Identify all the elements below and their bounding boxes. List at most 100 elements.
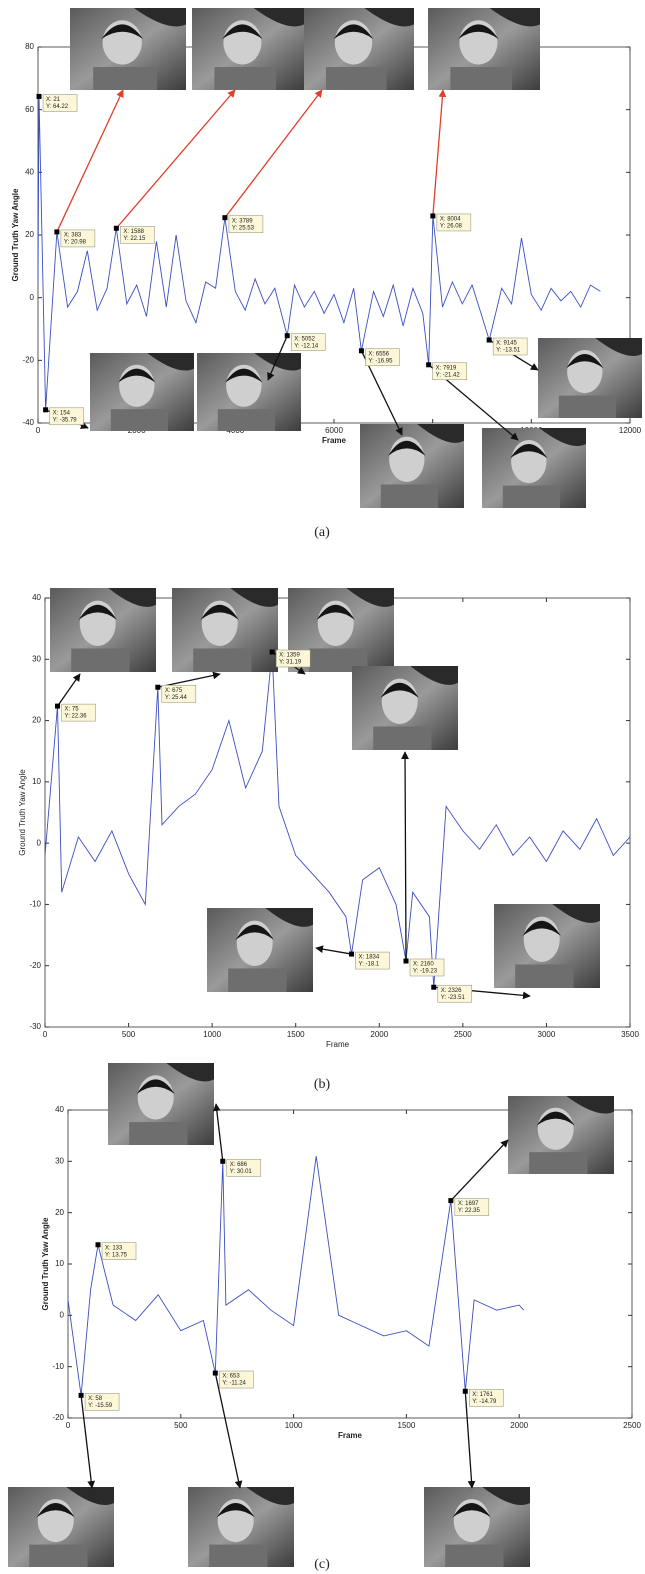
datatip-marker	[403, 958, 409, 964]
datatip-x: X: 383	[64, 233, 82, 239]
photo-body	[380, 484, 438, 508]
datatip-marker	[113, 225, 119, 231]
datatip-x: X: 75	[65, 707, 80, 713]
photo-body	[129, 1122, 188, 1145]
x-tick-label: 12000	[619, 426, 642, 435]
photo-hair	[101, 24, 144, 40]
photo-hair	[452, 1503, 491, 1518]
datatip-box	[275, 649, 311, 668]
y-tick-label: 20	[55, 1208, 64, 1217]
photo-body	[209, 1544, 268, 1567]
datatip-y: Y: -23.51	[441, 995, 466, 1001]
datatip-marker	[426, 362, 432, 368]
datatip-x: X: 7919	[436, 365, 457, 371]
photo-hair	[380, 682, 419, 698]
datatip-marker	[486, 337, 492, 343]
callout-arrow	[315, 945, 352, 955]
photo	[304, 8, 414, 90]
datatip-box	[469, 1389, 504, 1407]
photo-hair	[200, 604, 239, 620]
photo	[352, 666, 458, 750]
datatip-y: Y: 64.22	[46, 104, 69, 110]
photo-hair	[136, 1079, 175, 1095]
photo-hair	[566, 354, 604, 369]
y-axis-label: Ground Truth Yaw Angle	[18, 769, 27, 856]
photo-body	[93, 67, 157, 90]
photo	[538, 338, 642, 418]
datatip-box	[290, 333, 326, 351]
photo-window	[265, 908, 313, 927]
y-tick-label: 30	[32, 654, 41, 663]
datatip-x: X: 58	[88, 1396, 103, 1402]
datatip-x: X: 3789	[232, 218, 253, 224]
photo	[192, 8, 304, 90]
photo-hair	[458, 24, 499, 40]
photo	[494, 904, 600, 988]
datatip-box	[365, 348, 400, 367]
datatip-marker	[284, 333, 290, 339]
callout-arrow	[224, 89, 323, 219]
x-tick-label: 1500	[398, 1421, 416, 1430]
photo-body	[450, 67, 512, 90]
y-tick-label: 20	[32, 716, 41, 725]
photo	[508, 1096, 614, 1174]
datatip-box	[84, 1393, 120, 1411]
datatip-marker	[78, 1392, 84, 1398]
photo	[188, 1487, 294, 1567]
photo-window	[364, 8, 414, 27]
data-line	[37, 96, 601, 410]
data-line	[44, 651, 631, 988]
datatip-marker	[222, 215, 228, 221]
y-axis-label: Ground Truth Yaw Angle	[41, 1217, 50, 1310]
photo-body	[326, 67, 387, 90]
y-tick-label: 40	[25, 167, 34, 176]
y-axis-label: Ground Truth Yaw Angle	[11, 188, 20, 281]
y-tick-label: 20	[25, 230, 34, 239]
photo-window	[253, 8, 304, 27]
photo-hair	[510, 444, 548, 459]
datatip-box	[42, 94, 78, 112]
datatip-marker	[55, 703, 61, 709]
callout-arrow	[214, 1372, 243, 1489]
photo-window	[254, 353, 301, 371]
photo-hair	[235, 924, 274, 940]
datatip-x: X: 1588	[123, 229, 144, 235]
photo-window	[66, 1487, 114, 1505]
datatip-marker	[212, 1370, 218, 1376]
photo-hair	[536, 1111, 575, 1126]
datatip-marker	[36, 93, 42, 99]
datatip-x: X: 2160	[413, 962, 434, 968]
y-tick-label: 40	[55, 1105, 64, 1114]
photo-window	[566, 1096, 614, 1114]
photo-body	[228, 968, 287, 992]
datatip-y: Y: 22.15	[123, 236, 146, 242]
datatip-y: Y: 26.08	[440, 224, 463, 230]
datatip-box	[61, 703, 96, 722]
photo-body	[71, 648, 130, 672]
photo-hair	[78, 604, 117, 620]
datatip-marker	[54, 229, 60, 235]
photo-window	[133, 8, 186, 27]
x-tick-label: 0	[36, 426, 41, 435]
photo-hair	[118, 368, 156, 383]
datatip-y: Y: 30.01	[230, 1169, 253, 1175]
photo-body	[502, 485, 560, 508]
photo-body	[515, 964, 574, 988]
datatip-x: X: 154	[53, 410, 71, 416]
datatip-y: Y: -16.95	[368, 358, 393, 364]
photo-body	[558, 395, 616, 418]
photo-window	[552, 904, 600, 923]
datatip-y: Y: -15.59	[88, 1403, 113, 1409]
callout-arrow	[450, 1139, 509, 1202]
caption: (a)	[314, 525, 330, 540]
datatip-box	[454, 1198, 490, 1216]
photo-body	[214, 67, 276, 90]
x-tick-label: 3000	[538, 1030, 556, 1039]
x-axis-label: Frame	[322, 436, 347, 445]
datatip-marker	[358, 348, 364, 354]
photo-hair	[222, 24, 263, 40]
callout-arrow	[56, 89, 124, 233]
photo	[172, 588, 278, 672]
y-tick-label: 0	[37, 838, 42, 847]
datatip-x: X: 1697	[458, 1201, 479, 1207]
